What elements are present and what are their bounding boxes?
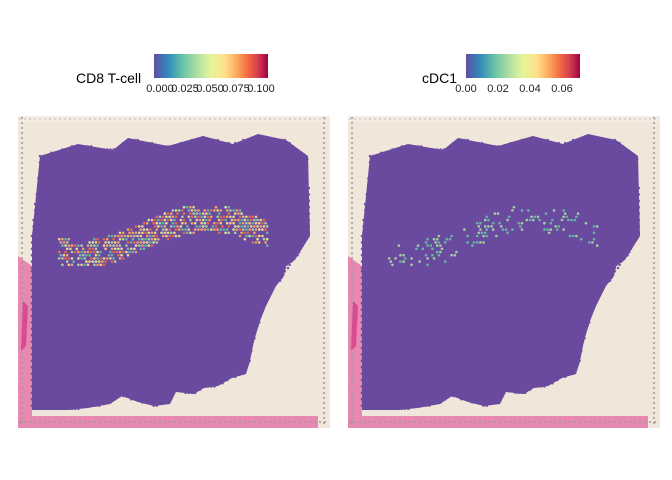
- tick-label: 0.025: [171, 83, 199, 95]
- colorbar: [154, 54, 268, 78]
- legend-title: CD8 T-cell: [76, 70, 142, 86]
- tick-label: 0.075: [222, 83, 250, 95]
- spatial-spot-plot: [18, 116, 330, 428]
- tick-label: 0.02: [487, 83, 509, 95]
- colorbar-ticks: [154, 78, 268, 84]
- colorbar-ticks: [466, 78, 580, 84]
- spatial-spot-plot: [348, 116, 660, 428]
- legend-title: cDC1: [422, 70, 458, 86]
- tick-label: 0.04: [519, 83, 541, 95]
- tick-label: 0.06: [551, 83, 573, 95]
- legend-cd8: CD8 T-cell 0.000 0.025 0.050 0.075 0.100: [76, 54, 296, 104]
- panel-cdc1: cDC1 0.00 0.02 0.04 0.06: [336, 0, 672, 480]
- colorbar: [466, 54, 580, 78]
- tick-label: 0.00: [455, 83, 477, 95]
- tick-label: 0.050: [196, 83, 224, 95]
- tick-label: 0.100: [247, 83, 275, 95]
- legend-cdc1: cDC1 0.00 0.02 0.04 0.06: [418, 54, 618, 104]
- tissue-image-cdc1: [348, 116, 660, 428]
- tick-label: 0.000: [146, 83, 174, 95]
- panel-cd8-tcell: CD8 T-cell 0.000 0.025 0.050 0.075 0.100: [18, 54, 330, 428]
- tissue-image-cd8: [18, 116, 330, 428]
